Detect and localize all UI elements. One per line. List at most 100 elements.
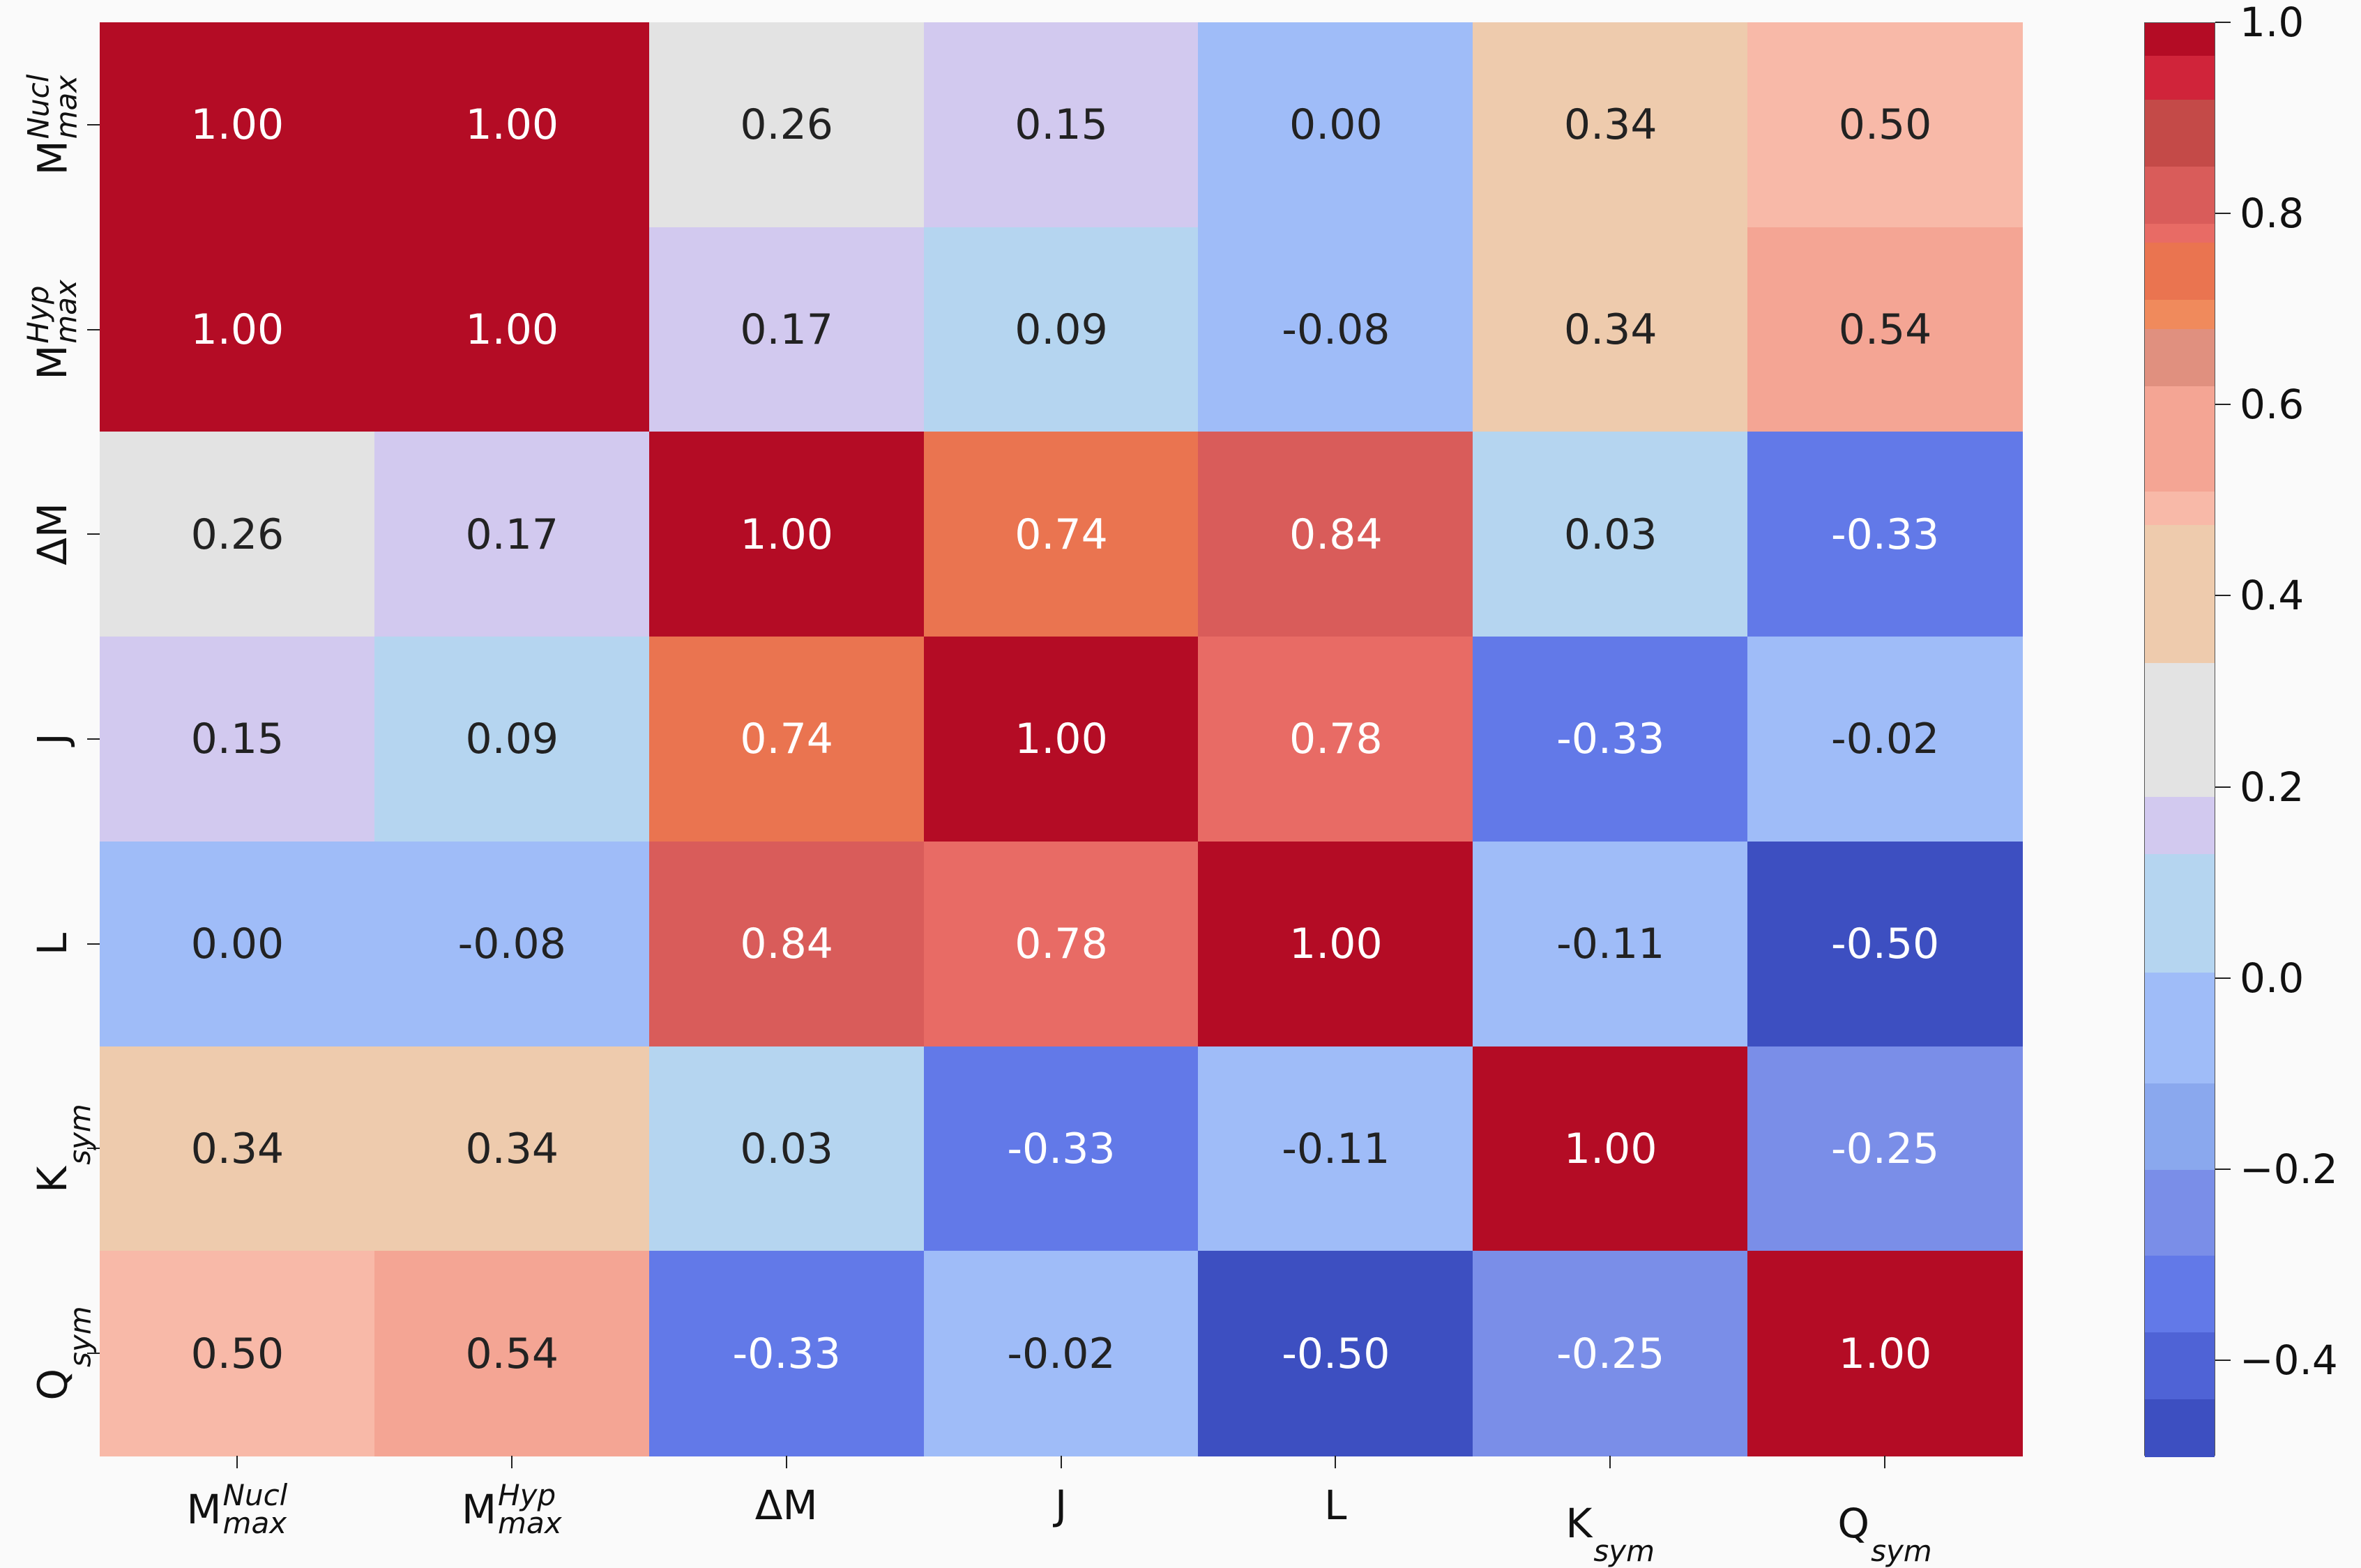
heatmap-cell: 1.00 [1198, 841, 1474, 1047]
heatmap-cell: 0.74 [923, 432, 1199, 638]
axis-label-superscript [38, 1104, 66, 1166]
axis-label-base: M [462, 1486, 497, 1533]
x-tick-label: L [1324, 1482, 1346, 1529]
axis-label-subscript: sym [1593, 1534, 1655, 1568]
colorbar-tick [2215, 1359, 2231, 1361]
colorbar-tick-label: 0.8 [2240, 190, 2305, 238]
colorbar-tick-label: 0.0 [2240, 954, 2305, 1002]
axis-label-subscript: sym [62, 1104, 97, 1166]
heatmap-cell: 0.84 [1198, 432, 1474, 638]
x-tick [236, 1456, 238, 1468]
axis-label-subscript: max [48, 279, 83, 344]
axis-label-superscript [1593, 1509, 1655, 1537]
colorbar-band [2145, 300, 2215, 330]
colorbar-band [2145, 328, 2215, 387]
colorbar-tick-label: 0.4 [2240, 572, 2305, 620]
y-tick [87, 1148, 100, 1150]
axis-label-base: M [28, 140, 76, 176]
heatmap-cell: 1.00 [100, 22, 375, 228]
heatmap-cell: -0.33 [1747, 432, 2023, 638]
axis-label-superscript: Hyp [498, 1478, 556, 1512]
colorbar-tick [2215, 786, 2231, 788]
x-tick-label: J [1055, 1482, 1067, 1529]
colorbar-tick [2215, 1168, 2231, 1170]
colorbar-band [2145, 1332, 2215, 1400]
axis-label-superscript: Nucl [20, 74, 55, 139]
axis-label-base: ΔM [28, 503, 76, 566]
y-tick-label: J [29, 733, 76, 745]
heatmap-cell: 0.34 [100, 1046, 375, 1252]
axis-label-subscript: max [498, 1506, 562, 1540]
heatmap-cell: 0.00 [100, 841, 375, 1047]
y-tick [87, 943, 100, 945]
axis-label-subscript: sym [63, 1306, 98, 1368]
heatmap-grid: 1.00 1.00 0.26 0.15 0.00 0.34 0.50 1.00 1.00 0.17… [100, 22, 2023, 1456]
colorbar-band [2145, 973, 2215, 1085]
axis-label-base: J [29, 733, 77, 745]
colorbar-tick [2215, 22, 2231, 23]
heatmap-cell: -0.08 [1198, 227, 1474, 433]
colorbar-band [2145, 797, 2215, 855]
colorbar-band [2145, 386, 2215, 492]
axis-label-superscript [1871, 1509, 1932, 1537]
heatmap-cell: 0.09 [374, 637, 650, 842]
colorbar-band [2145, 166, 2215, 224]
colorbar-tick-label: −0.4 [2240, 1336, 2338, 1384]
heatmap-cell: 1.00 [923, 637, 1199, 842]
heatmap-cell: 0.54 [374, 1251, 650, 1456]
y-tick [87, 123, 100, 125]
heatmap-cell: 0.54 [1747, 227, 2023, 433]
colorbar-band [2145, 491, 2215, 526]
heatmap-cell: 1.00 [1747, 1251, 2023, 1456]
axis-label-base: K [28, 1166, 76, 1194]
axis-label-base: L [1324, 1482, 1347, 1529]
colorbar-band [2145, 854, 2215, 974]
heatmap-cell: -0.33 [648, 1251, 925, 1456]
axis-label-base: L [29, 932, 77, 955]
colorbar-tick [2215, 404, 2231, 406]
heatmap-cell: -0.02 [1747, 637, 2023, 842]
heatmap-cell: 0.03 [1473, 432, 1749, 638]
colorbar-tick-label: 1.0 [2240, 0, 2305, 46]
colorbar-band [2145, 524, 2215, 664]
heatmap-cell: 0.84 [648, 841, 925, 1047]
axis-label-superscript: Nucl [222, 1478, 288, 1512]
colorbar-band [2145, 1399, 2215, 1457]
x-tick-label: K sym [1565, 1482, 1655, 1568]
colorbar-band [2145, 243, 2215, 301]
heatmap-cell: 1.00 [374, 227, 650, 433]
colorbar-band [2145, 1083, 2215, 1171]
heatmap-cell: -0.33 [923, 1046, 1199, 1252]
axis-label-base: K [1565, 1500, 1593, 1547]
heatmap-cell: -0.50 [1747, 841, 2023, 1047]
heatmap-cell: 0.17 [374, 432, 650, 638]
colorbar-tick [2215, 977, 2231, 979]
heatmap-cell: 0.09 [923, 227, 1199, 433]
y-tick [87, 1353, 100, 1355]
x-tick [1060, 1456, 1062, 1468]
x-tick-label: M Hyp max [462, 1478, 562, 1540]
heatmap-cell: 0.74 [648, 637, 925, 842]
axis-label-base: M [28, 344, 76, 380]
heatmap-cell: 1.00 [100, 227, 375, 433]
heatmap-cell: 0.50 [100, 1251, 375, 1456]
heatmap-cell: -0.11 [1198, 1046, 1474, 1252]
y-tick [87, 738, 100, 740]
heatmap-cell: -0.11 [1473, 841, 1749, 1047]
heatmap-cell: -0.08 [374, 841, 650, 1047]
heatmap-cell: -0.50 [1198, 1251, 1474, 1456]
heatmap-cell: -0.25 [1747, 1046, 2023, 1252]
colorbar-tick [2215, 595, 2231, 597]
y-tick-label: ΔM [29, 503, 76, 565]
colorbar-tick [2215, 213, 2231, 215]
heatmap-cell: -0.25 [1473, 1251, 1749, 1456]
axis-label-base: J [1054, 1482, 1068, 1529]
x-tick [1884, 1456, 1886, 1468]
colorbar-band [2145, 1169, 2215, 1257]
colorbar-band [2145, 663, 2215, 798]
x-tick [1609, 1456, 1611, 1468]
x-tick [510, 1456, 513, 1468]
heatmap-cell: 0.26 [648, 22, 925, 228]
axis-label-subscript: max [222, 1506, 287, 1540]
x-tick [1335, 1456, 1337, 1468]
